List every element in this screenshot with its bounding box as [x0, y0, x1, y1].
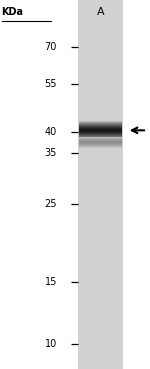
Text: 55: 55	[45, 79, 57, 89]
Text: KDa: KDa	[2, 7, 24, 17]
Text: 10: 10	[45, 339, 57, 349]
Text: 35: 35	[45, 148, 57, 158]
Text: 70: 70	[45, 42, 57, 52]
Bar	[78, 0, 123, 369]
Text: A: A	[97, 7, 104, 17]
Text: 25: 25	[45, 199, 57, 209]
Text: 40: 40	[45, 127, 57, 137]
Text: 15: 15	[45, 277, 57, 287]
